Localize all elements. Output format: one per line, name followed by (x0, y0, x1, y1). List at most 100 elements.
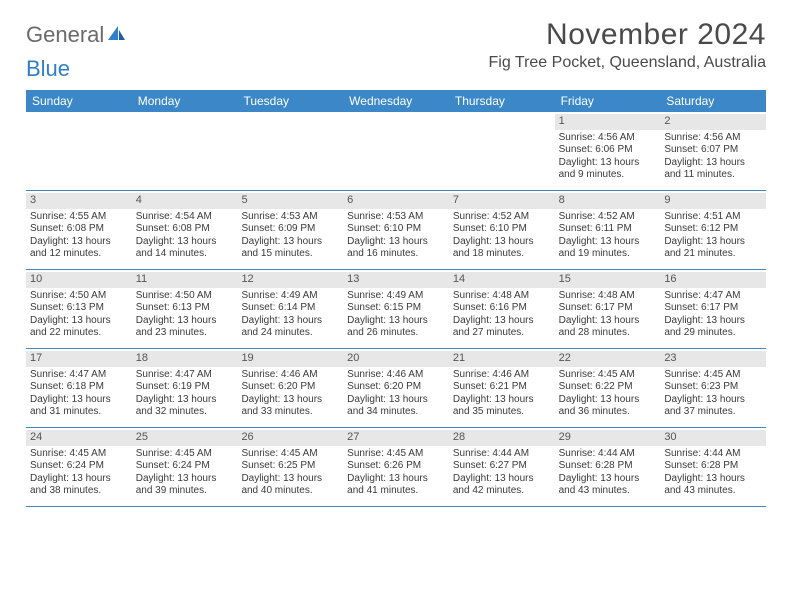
day-number (449, 114, 555, 116)
day-number: 6 (343, 193, 449, 209)
sunset-text: Sunset: 6:15 PM (347, 302, 445, 315)
day-number: 22 (555, 351, 661, 367)
daylight-text: Daylight: 13 hours and 27 minutes. (453, 315, 551, 340)
sunset-text: Sunset: 6:06 PM (559, 144, 657, 157)
sunset-text: Sunset: 6:24 PM (30, 460, 128, 473)
sunset-text: Sunset: 6:12 PM (664, 223, 762, 236)
daylight-text: Daylight: 13 hours and 26 minutes. (347, 315, 445, 340)
day-number: 17 (26, 351, 132, 367)
brand-part2: Blue (26, 56, 70, 82)
sunset-text: Sunset: 6:16 PM (453, 302, 551, 315)
day-number: 23 (660, 351, 766, 367)
day-cell: 5Sunrise: 4:53 AMSunset: 6:09 PMDaylight… (237, 191, 343, 269)
sunset-text: Sunset: 6:27 PM (453, 460, 551, 473)
sunset-text: Sunset: 6:20 PM (241, 381, 339, 394)
sunrise-text: Sunrise: 4:45 AM (664, 369, 762, 382)
weekday-header: Sunday (26, 90, 132, 112)
sunrise-text: Sunrise: 4:47 AM (136, 369, 234, 382)
weeks-container: 1Sunrise: 4:56 AMSunset: 6:06 PMDaylight… (26, 112, 766, 507)
sunrise-text: Sunrise: 4:52 AM (559, 211, 657, 224)
brand-logo: General (26, 18, 126, 48)
daylight-text: Daylight: 13 hours and 42 minutes. (453, 473, 551, 498)
daylight-text: Daylight: 13 hours and 21 minutes. (664, 236, 762, 261)
sunrise-text: Sunrise: 4:48 AM (559, 290, 657, 303)
sunset-text: Sunset: 6:19 PM (136, 381, 234, 394)
daylight-text: Daylight: 13 hours and 38 minutes. (30, 473, 128, 498)
sunset-text: Sunset: 6:20 PM (347, 381, 445, 394)
day-cell: 9Sunrise: 4:51 AMSunset: 6:12 PMDaylight… (660, 191, 766, 269)
sunrise-text: Sunrise: 4:46 AM (347, 369, 445, 382)
daylight-text: Daylight: 13 hours and 33 minutes. (241, 394, 339, 419)
day-number: 10 (26, 272, 132, 288)
day-number (237, 114, 343, 116)
daylight-text: Daylight: 13 hours and 41 minutes. (347, 473, 445, 498)
sunrise-text: Sunrise: 4:45 AM (241, 448, 339, 461)
day-number: 21 (449, 351, 555, 367)
day-number: 2 (660, 114, 766, 130)
day-cell: 26Sunrise: 4:45 AMSunset: 6:25 PMDayligh… (237, 428, 343, 506)
page-title: November 2024 (489, 18, 766, 52)
sunrise-text: Sunrise: 4:44 AM (664, 448, 762, 461)
weekday-header: Friday (555, 90, 661, 112)
day-number: 14 (449, 272, 555, 288)
day-cell: 17 Sunrise: 4:47 AMSunset: 6:18 PMDayligh… (26, 349, 132, 427)
day-number: 20 (343, 351, 449, 367)
sunrise-text: Sunrise: 4:56 AM (559, 132, 657, 145)
weekday-header: Saturday (660, 90, 766, 112)
weekday-header: Tuesday (237, 90, 343, 112)
day-cell: 30Sunrise: 4:44 AMSunset: 6:28 PMDayligh… (660, 428, 766, 506)
sunset-text: Sunset: 6:07 PM (664, 144, 762, 157)
week-row: 10Sunrise: 4:50 AMSunset: 6:13 PMDayligh… (26, 270, 766, 349)
day-cell: 22Sunrise: 4:45 AMSunset: 6:22 PMDayligh… (555, 349, 661, 427)
daylight-text: Daylight: 13 hours and 18 minutes. (453, 236, 551, 261)
day-number: 16 (660, 272, 766, 288)
day-cell (237, 112, 343, 190)
sunrise-text: Sunrise: 4:49 AM (241, 290, 339, 303)
sunrise-text: Sunrise: 4:47 AM (664, 290, 762, 303)
sunset-text: Sunset: 6:18 PM (30, 381, 128, 394)
day-cell: 18Sunrise: 4:47 AMSunset: 6:19 PMDayligh… (132, 349, 238, 427)
sunrise-text: Sunrise: 4:50 AM (136, 290, 234, 303)
sunset-text: Sunset: 6:13 PM (136, 302, 234, 315)
day-number: 27 (343, 430, 449, 446)
daylight-text: Daylight: 13 hours and 35 minutes. (453, 394, 551, 419)
sunset-text: Sunset: 6:13 PM (30, 302, 128, 315)
day-number: 18 (132, 351, 238, 367)
sunrise-text: Sunrise: 4:51 AM (664, 211, 762, 224)
sunrise-text: Sunrise: 4:55 AM (30, 211, 128, 224)
daylight-text: Daylight: 13 hours and 39 minutes. (136, 473, 234, 498)
day-number: 8 (555, 193, 661, 209)
day-number (26, 114, 132, 116)
day-number: 28 (449, 430, 555, 446)
sunrise-text: Sunrise: 4:48 AM (453, 290, 551, 303)
daylight-text: Daylight: 13 hours and 36 minutes. (559, 394, 657, 419)
day-cell (132, 112, 238, 190)
day-cell: 20Sunrise: 4:46 AMSunset: 6:20 PMDayligh… (343, 349, 449, 427)
day-cell (449, 112, 555, 190)
week-row: 17Sunrise: 4:47 AMSunset: 6:18 PMDayligh… (26, 349, 766, 428)
day-cell: 4Sunrise: 4:54 AMSunset: 6:08 PMDaylight… (132, 191, 238, 269)
weekday-header: Wednesday (343, 90, 449, 112)
daylight-text: Daylight: 13 hours and 31 minutes. (30, 394, 128, 419)
weekday-header: Thursday (449, 90, 555, 112)
sunrise-text: Sunrise: 4:46 AM (453, 369, 551, 382)
brand-part1: General (26, 22, 104, 48)
day-number: 7 (449, 193, 555, 209)
daylight-text: Daylight: 13 hours and 37 minutes. (664, 394, 762, 419)
sunrise-text: Sunrise: 4:52 AM (453, 211, 551, 224)
sunrise-text: Sunrise: 4:45 AM (559, 369, 657, 382)
daylight-text: Daylight: 13 hours and 43 minutes. (559, 473, 657, 498)
day-number: 25 (132, 430, 238, 446)
sunrise-text: Sunrise: 4:47 AM (30, 369, 128, 382)
sunrise-text: Sunrise: 4:44 AM (559, 448, 657, 461)
day-number: 11 (132, 272, 238, 288)
day-cell: 21Sunrise: 4:46 AMSunset: 6:21 PMDayligh… (449, 349, 555, 427)
sunset-text: Sunset: 6:08 PM (136, 223, 234, 236)
calendar-grid: Sunday Monday Tuesday Wednesday Thursday… (26, 90, 766, 507)
sunset-text: Sunset: 6:17 PM (559, 302, 657, 315)
daylight-text: Daylight: 13 hours and 29 minutes. (664, 315, 762, 340)
week-row: 24Sunrise: 4:45 AMSunset: 6:24 PMDayligh… (26, 428, 766, 507)
day-number: 26 (237, 430, 343, 446)
sail-icon (106, 24, 126, 42)
sunset-text: Sunset: 6:28 PM (664, 460, 762, 473)
